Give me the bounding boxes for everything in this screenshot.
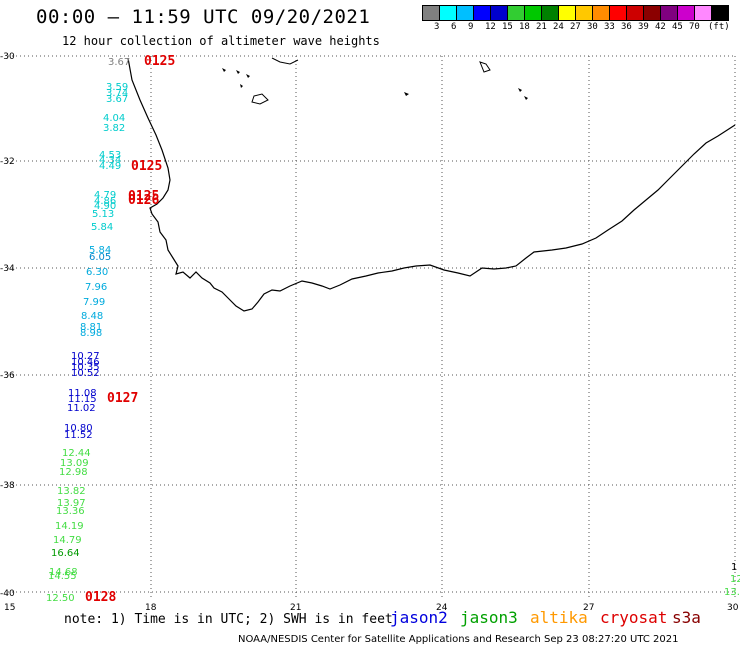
- wave-height-value: 11.02: [67, 403, 96, 414]
- footnote: note: 1) Time is in UTC; 2) SWH is in fe…: [64, 612, 393, 627]
- satellite-legend-altika: altika: [530, 608, 588, 627]
- legend-label: 12: [485, 22, 496, 32]
- legend-label: 39: [638, 22, 649, 32]
- pass-time-label: 0125: [144, 54, 176, 69]
- latitude-label: -36: [0, 371, 15, 381]
- wave-height-value: 11.08: [68, 388, 97, 399]
- wave-height-value: 6.30: [86, 267, 109, 278]
- longitude-label: 27: [583, 603, 595, 613]
- pass-time-label: 0125: [131, 159, 163, 174]
- wave-height-value: 8.48: [81, 311, 104, 322]
- wave-height-value: 3.67: [106, 94, 129, 105]
- wave-height-value: 14.55: [48, 571, 77, 582]
- wave-height-value: 6.05: [89, 252, 112, 263]
- latitude-label: -40: [0, 589, 15, 599]
- wave-height-value: 3.74: [106, 88, 129, 99]
- wave-height-value: 10.52: [71, 368, 100, 379]
- wave-height-value: 5.84: [89, 245, 112, 256]
- pass-time-label: 0125: [128, 189, 160, 204]
- legend-label: 3: [434, 22, 440, 32]
- map-subtitle: 12 hour collection of altimeter wave hei…: [62, 34, 380, 48]
- wave-height-value: 12.44: [62, 448, 91, 459]
- wave-height-value: 14.79: [53, 535, 82, 546]
- longitude-label: 21: [290, 603, 302, 613]
- satellite-legend-s3a: s3a: [672, 608, 701, 627]
- wave-height-value: 14.68: [49, 567, 78, 578]
- wave-height-value: 4.53: [99, 150, 122, 161]
- latitude-label: -34: [0, 264, 15, 274]
- wave-height-value: 3.82: [103, 123, 126, 134]
- satellite-legend-cryosat: cryosat: [600, 608, 668, 627]
- wave-height-value: 13.82: [57, 486, 86, 497]
- latitude-label: -30: [0, 52, 15, 62]
- wave-height-value: 13.36: [56, 506, 85, 517]
- wave-height-value: 12: [730, 574, 740, 585]
- wave-height-value: 8.98: [80, 328, 103, 339]
- legend-label: 15: [502, 22, 513, 32]
- wave-height-value: 13.97: [57, 498, 86, 509]
- latitude-label: -32: [0, 157, 15, 167]
- legend-label: (ft): [708, 22, 730, 32]
- wave-height-value: 10.27: [71, 351, 100, 362]
- graticule: [8, 55, 736, 600]
- wave-height-value: 13.: [724, 587, 740, 598]
- legend-swatch: [711, 5, 729, 21]
- legend-label: 30: [587, 22, 598, 32]
- legend-label: 33: [604, 22, 615, 32]
- longitude-label: 24: [436, 603, 448, 613]
- wave-height-value: 4.90: [94, 201, 117, 212]
- wave-height-value: 4.79: [94, 190, 117, 201]
- wave-height-value: 12.98: [59, 467, 88, 478]
- legend-label: 24: [553, 22, 564, 32]
- wave-height-value: 3.67: [108, 57, 131, 68]
- map-title: 00:00 – 11:59 UTC 09/20/2021: [36, 6, 371, 28]
- pass-time-label: 0127: [107, 391, 139, 406]
- latitude-label: -38: [0, 481, 15, 491]
- color-legend: [422, 5, 729, 21]
- wave-height-value: 4.04: [103, 113, 126, 124]
- wave-height-value: 12.50: [46, 593, 75, 604]
- wave-height-value: 10.46: [71, 357, 100, 368]
- wave-height-value: 7.99: [83, 297, 106, 308]
- wave-height-value: 14.19: [55, 521, 84, 532]
- credit-line: NOAA/NESDIS Center for Satellite Applica…: [238, 634, 679, 645]
- pass-time-label: 0128: [85, 590, 117, 605]
- wave-height-value: 16.64: [51, 548, 80, 559]
- wave-height-value: 10.80: [64, 423, 93, 434]
- wave-height-value: 7.96: [85, 282, 108, 293]
- wave-height-value: 8.81: [80, 322, 103, 333]
- longitude-label: 30: [727, 603, 739, 613]
- wave-height-value: 1: [731, 562, 738, 573]
- wave-height-value: 4.34: [99, 155, 122, 166]
- legend-label: 70: [689, 22, 700, 32]
- legend-label: 21: [536, 22, 547, 32]
- legend-label: 27: [570, 22, 581, 32]
- wave-height-value: 3.59: [106, 82, 129, 93]
- satellite-legend-jason3: jason3: [460, 608, 518, 627]
- legend-label: 45: [672, 22, 683, 32]
- wave-height-value: 5.13: [92, 209, 115, 220]
- wave-height-value: 11.52: [64, 430, 93, 441]
- wave-height-value: 5.84: [91, 222, 114, 233]
- wave-height-value: 4.86: [94, 196, 117, 207]
- legend-label: 42: [655, 22, 666, 32]
- coastline: [127, 57, 736, 312]
- longitude-label: 18: [145, 603, 157, 613]
- legend-label: 9: [468, 22, 474, 32]
- wave-height-value: 4.49: [99, 161, 122, 172]
- legend-label: 18: [519, 22, 530, 32]
- wave-height-value: 10.35: [71, 362, 100, 373]
- longitude-label: 15: [4, 603, 16, 613]
- wave-height-value: 13.09: [60, 458, 89, 469]
- satellite-legend-jason2: jason2: [390, 608, 448, 627]
- pass-time-label: 0126: [128, 193, 160, 208]
- wave-height-value: 11.15: [68, 394, 97, 405]
- legend-label: 6: [451, 22, 457, 32]
- legend-label: 36: [621, 22, 632, 32]
